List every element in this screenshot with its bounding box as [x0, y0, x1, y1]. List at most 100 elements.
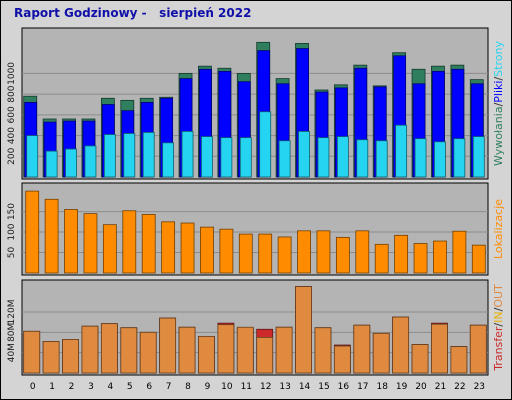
- bar-out: [295, 286, 312, 374]
- y-tick-label: 50: [7, 247, 17, 259]
- legend-label-sites: Lokalizacje: [492, 199, 505, 259]
- bar-out: [372, 332, 390, 374]
- x-tick-label: 7: [166, 382, 172, 392]
- bar-files: [336, 136, 349, 178]
- bar-sites: [355, 230, 370, 274]
- legend-part: Transfer: [492, 326, 505, 372]
- bar-out: [100, 323, 118, 374]
- bar-sites: [433, 240, 447, 274]
- legend-label-hits-pages-files-visits: Wywołania/Pliki/Strony: [492, 41, 505, 166]
- y-tick-label: 600: [7, 106, 17, 123]
- legend-label-transfer: Transfer/IN/OUT: [492, 284, 505, 372]
- bar-files: [395, 124, 408, 178]
- bar-files: [259, 111, 272, 178]
- bar-files: [84, 145, 97, 178]
- y-tick-label: 800: [7, 85, 17, 102]
- x-tick-label: 13: [279, 382, 290, 392]
- bar-sites: [122, 210, 137, 274]
- x-tick-label: 8: [185, 382, 191, 392]
- bar-sites: [374, 243, 389, 274]
- bar-out: [217, 324, 235, 374]
- bar-sites: [452, 230, 467, 274]
- bar-out: [81, 325, 99, 374]
- y-tick-label: 80M: [7, 323, 17, 342]
- x-tick-label: 2: [69, 382, 75, 392]
- bar-out: [314, 327, 332, 374]
- x-tick-label: 19: [396, 382, 408, 392]
- y-tick-label: 100: [7, 223, 17, 240]
- bar-sites: [316, 230, 331, 274]
- bar-out: [23, 330, 41, 374]
- x-tick-label: 18: [376, 382, 388, 392]
- bar-sites: [141, 214, 156, 274]
- bar-out: [198, 335, 215, 374]
- bar-files: [453, 138, 466, 178]
- chart-title: Raport Godzinowy - sierpień 2022: [14, 6, 252, 20]
- x-tick-label: 21: [435, 382, 446, 392]
- legend-part: Pliki: [492, 81, 505, 103]
- bar-files: [375, 140, 388, 178]
- bar-sites: [161, 221, 176, 274]
- x-tick-label: 1: [49, 382, 55, 392]
- x-tick-label: 15: [318, 382, 329, 392]
- bar-out: [431, 323, 448, 374]
- x-tick-label: 22: [454, 382, 465, 392]
- bar-out: [159, 317, 177, 374]
- x-tick-label: 14: [299, 382, 311, 392]
- legend-part: Wywołania: [492, 106, 505, 166]
- bar-out: [450, 346, 468, 374]
- legend-part: /: [492, 102, 505, 106]
- bar-files: [103, 134, 116, 178]
- bar-sites: [277, 236, 292, 274]
- y-tick-label: 400: [7, 127, 17, 144]
- panel-hits-pages-files-visits: [21, 27, 489, 180]
- bar-files: [65, 148, 77, 178]
- bar-files: [278, 140, 291, 178]
- x-tick-label: 12: [260, 382, 271, 392]
- bar-files: [142, 132, 155, 178]
- bar-files: [162, 142, 175, 178]
- bar-out: [139, 331, 157, 374]
- bar-sites: [471, 244, 486, 274]
- bar-sites: [258, 233, 273, 274]
- x-tick-label: 17: [357, 382, 368, 392]
- legend-part: Lokalizacje: [492, 199, 505, 259]
- y-tick-label: 150: [7, 203, 17, 220]
- x-tick-label: 10: [221, 382, 233, 392]
- bar-files: [26, 135, 39, 178]
- bar-sites: [180, 222, 195, 274]
- bar-files: [123, 133, 136, 178]
- x-tick-label: 5: [127, 382, 133, 392]
- bar-files: [317, 137, 330, 178]
- bar-files: [414, 138, 427, 178]
- x-tick-label: 20: [415, 382, 427, 392]
- bar-sites: [238, 233, 253, 274]
- bar-sites: [335, 236, 350, 274]
- bar-out: [120, 327, 138, 374]
- x-tick-label: 9: [205, 382, 211, 392]
- bar-sites: [102, 224, 117, 274]
- bar-sites: [413, 243, 428, 274]
- bar-files: [181, 131, 194, 178]
- bar-out: [333, 345, 351, 374]
- legend-part: /: [492, 77, 505, 81]
- bar-sites: [25, 190, 40, 274]
- panel-sites: [21, 182, 489, 276]
- bar-files: [220, 137, 233, 178]
- bar-sites: [64, 209, 78, 274]
- bar-sites: [297, 230, 311, 274]
- bar-out: [178, 326, 196, 374]
- bar-files: [239, 137, 252, 178]
- x-tick-label: 4: [108, 382, 114, 392]
- bar-out: [411, 344, 429, 374]
- legend-part: OUT: [492, 284, 505, 308]
- x-tick-label: 3: [88, 382, 94, 392]
- y-tick-label: 40M: [7, 343, 17, 362]
- legend-part: IN: [492, 311, 505, 322]
- y-tick-label: 200: [7, 147, 17, 164]
- bar-out: [275, 326, 293, 374]
- legend-part: /: [492, 323, 505, 327]
- bar-sites: [44, 198, 59, 274]
- bar-out: [42, 341, 60, 374]
